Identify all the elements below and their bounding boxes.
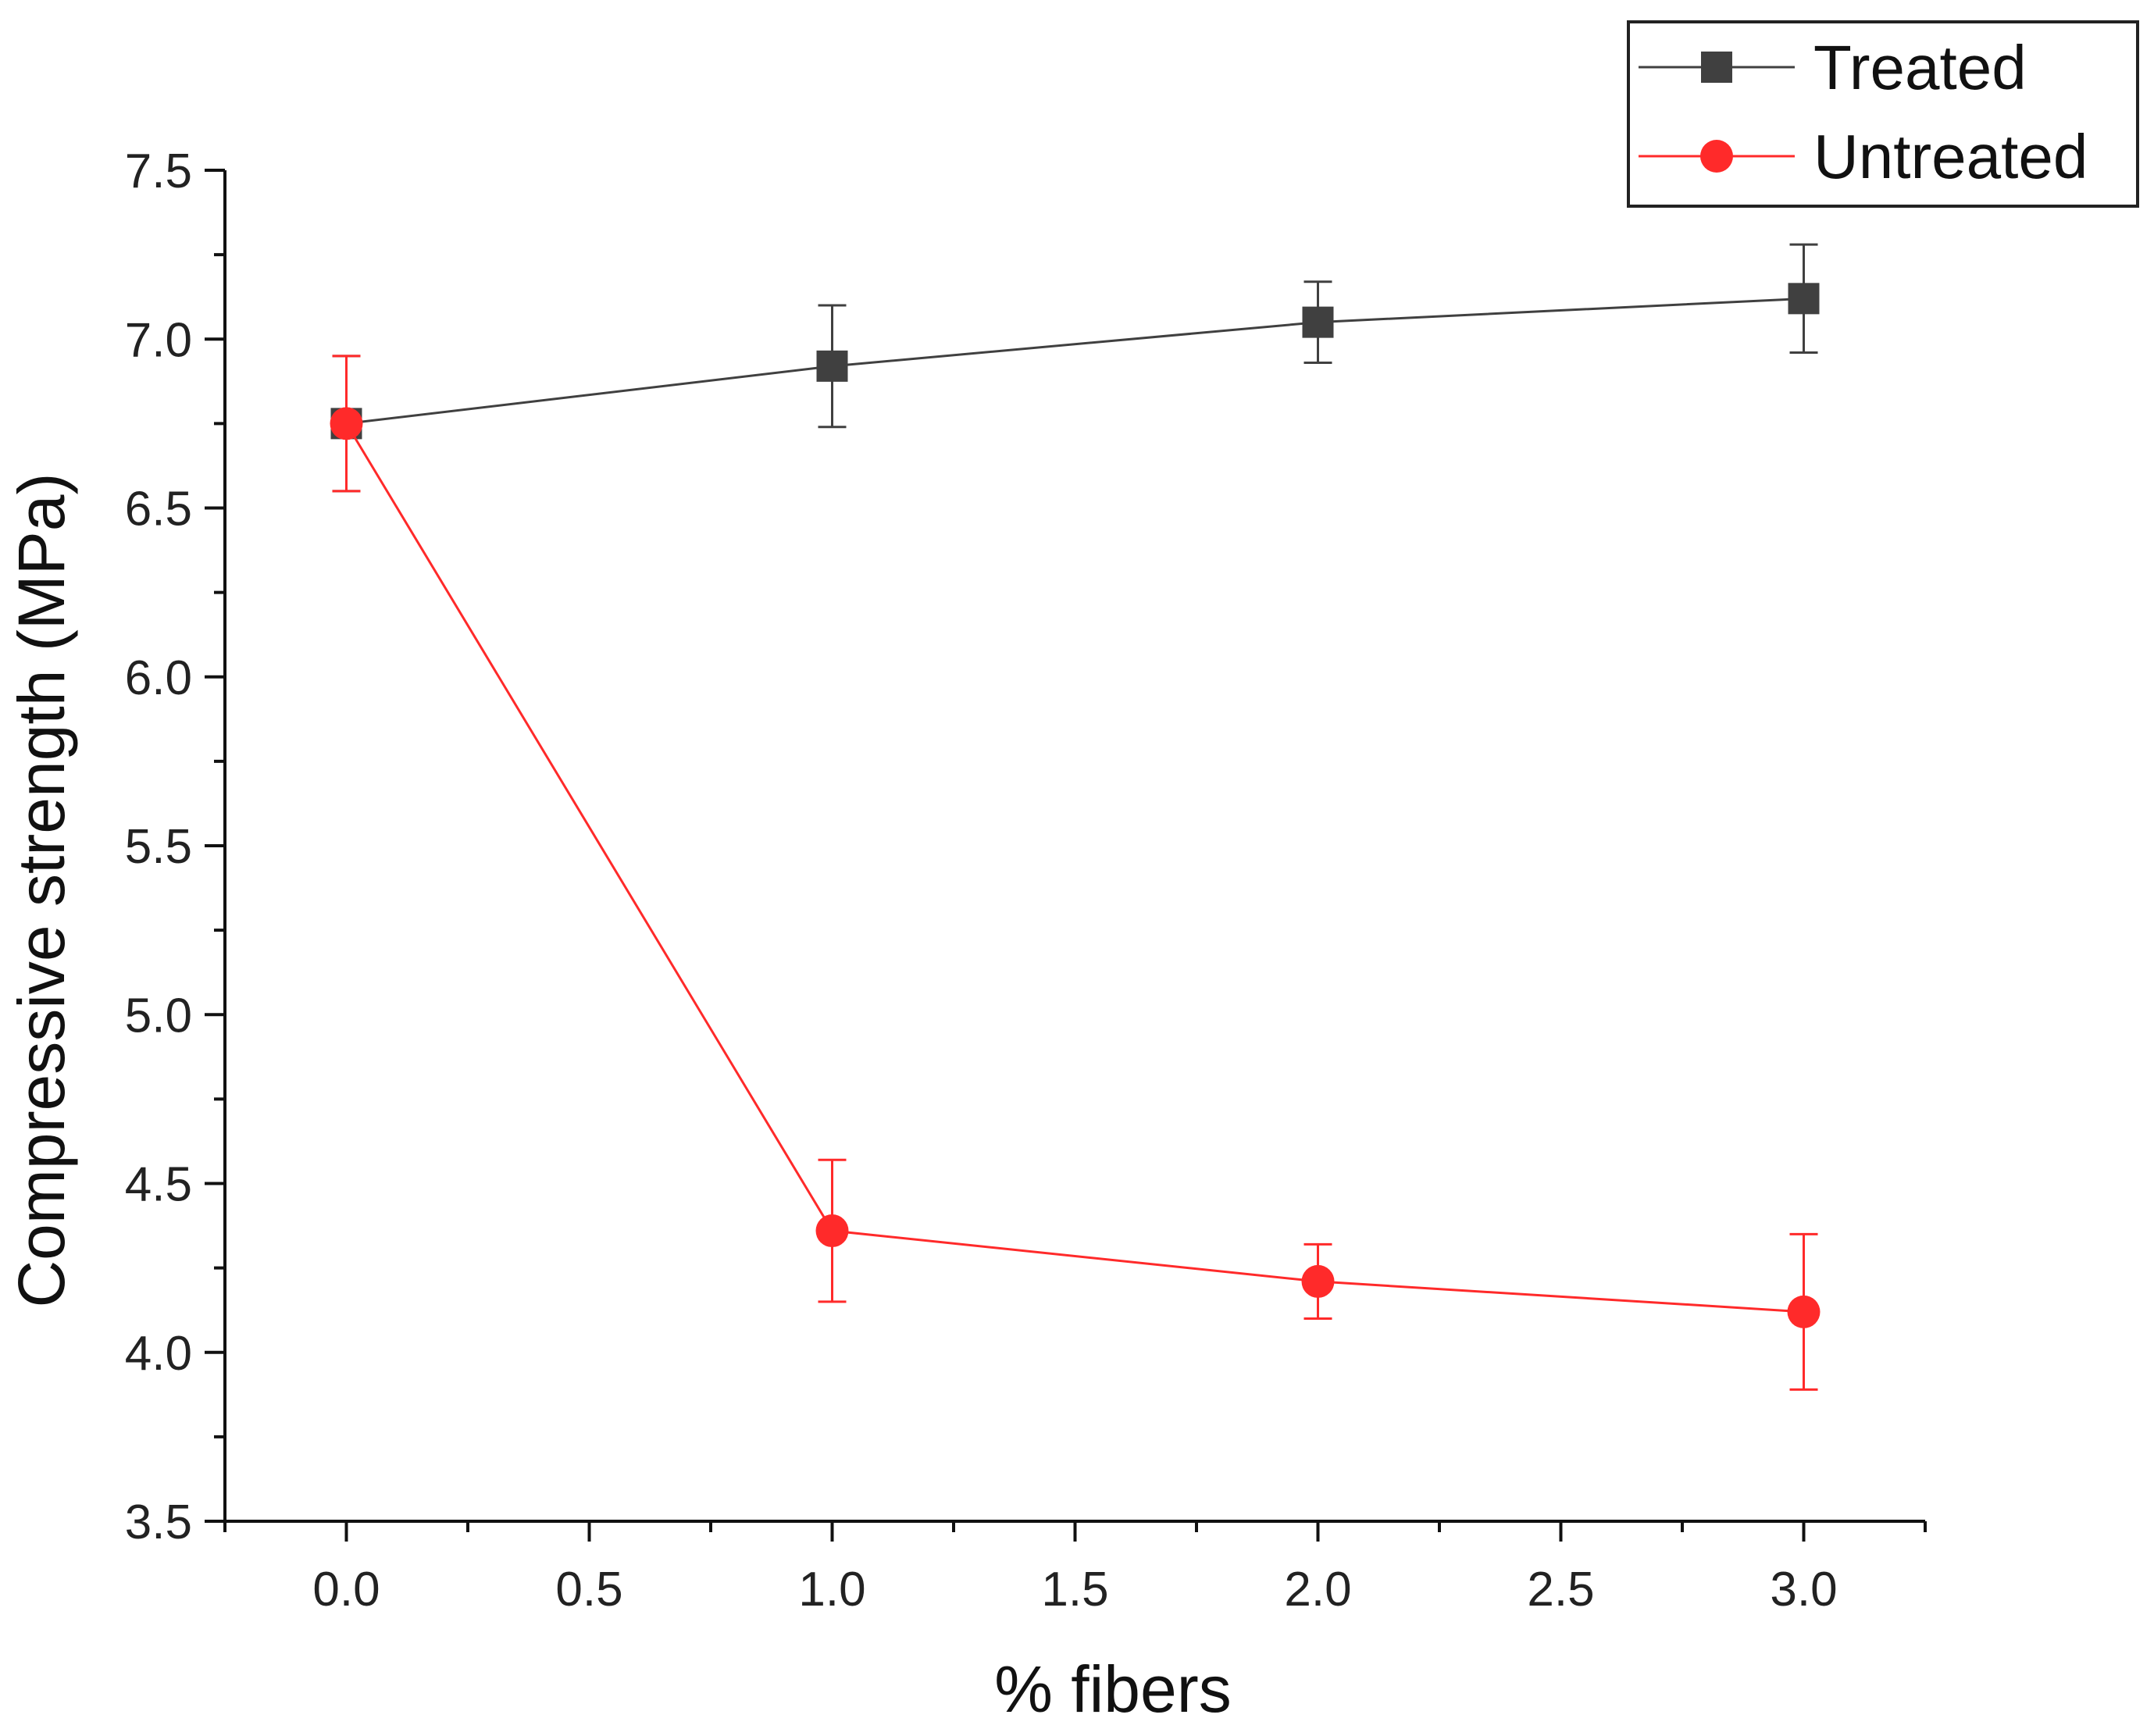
y-tick-label: 3.5	[125, 1495, 192, 1549]
legend: Treated Untreated	[1628, 22, 2138, 206]
treated-point	[1788, 283, 1820, 314]
x-tick-label: 1.0	[798, 1563, 865, 1617]
treated-line	[347, 298, 1804, 423]
y-tick-label: 7.0	[125, 313, 192, 367]
untreated-point	[816, 1214, 849, 1247]
compressive-strength-chart: 0.0 0.5 1.0 1.5 2.0 2.5 3.0 3.5 4.0 4.5 5.0 5.5 6.0…	[0, 0, 2154, 1736]
series-untreated	[330, 356, 1821, 1389]
legend-marker-untreated	[1700, 140, 1733, 173]
y-tick-label: 7.5	[125, 144, 192, 198]
series-layer	[330, 244, 1821, 1389]
y-tick-label: 5.0	[125, 989, 192, 1043]
axes	[225, 170, 1925, 1521]
x-tick-label: 0.0	[312, 1563, 380, 1617]
y-axis-title: Compressive strength (MPa)	[5, 473, 78, 1308]
untreated-point	[1788, 1296, 1821, 1328]
x-tick-label: 0.5	[555, 1563, 622, 1617]
treated-point	[817, 351, 848, 382]
treated-point	[1303, 307, 1334, 338]
y-tick-label: 4.0	[125, 1327, 192, 1381]
y-axis-ticks: 3.5 4.0 4.5 5.0 5.5 6.0 6.5 7.0 7.5	[125, 144, 225, 1549]
y-tick-label: 6.0	[125, 651, 192, 705]
x-axis-title: % fibers	[994, 1652, 1231, 1726]
x-tick-label: 3.0	[1770, 1563, 1837, 1617]
untreated-line	[347, 423, 1804, 1311]
x-tick-label: 2.0	[1284, 1563, 1351, 1617]
x-tick-label: 2.5	[1527, 1563, 1594, 1617]
untreated-point	[1302, 1265, 1335, 1298]
x-tick-label: 1.5	[1041, 1563, 1108, 1617]
legend-marker-treated	[1701, 52, 1732, 83]
x-axis-ticks: 0.0 0.5 1.0 1.5 2.0 2.5 3.0	[225, 1521, 1925, 1617]
untreated-point	[330, 407, 363, 440]
y-tick-label: 4.5	[125, 1158, 192, 1212]
series-treated	[331, 244, 1820, 491]
y-tick-label: 6.5	[125, 483, 192, 536]
y-tick-label: 5.5	[125, 820, 192, 874]
legend-label-untreated: Untreated	[1813, 122, 2088, 191]
legend-label-treated: Treated	[1813, 33, 2027, 102]
